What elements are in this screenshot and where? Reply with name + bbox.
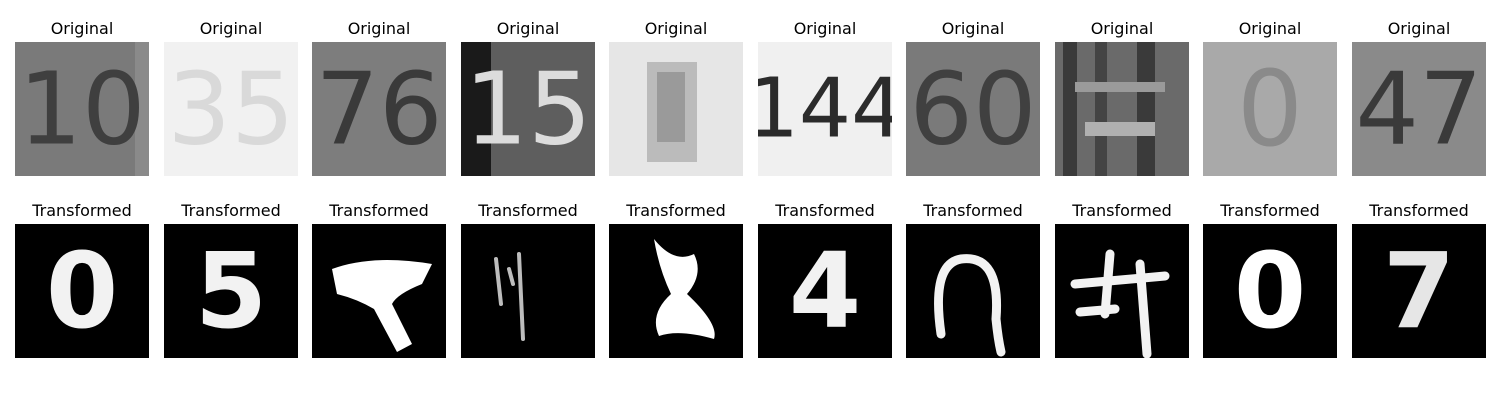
transformed-image: 5 [164, 224, 298, 358]
transformed-image: 0 [1203, 224, 1337, 358]
transformed-image [906, 224, 1040, 358]
transformed-image [1055, 224, 1189, 358]
transformed-title: Transformed [775, 201, 875, 220]
digit-glyph: 5 [195, 230, 267, 352]
digit-glyph: 35 [167, 51, 294, 168]
digit-image: 5 [164, 224, 298, 358]
digit-glyph: 0 [46, 230, 118, 352]
digit-image [609, 42, 743, 176]
original-image: 76 [312, 42, 446, 176]
digit-image [1055, 224, 1189, 358]
original-image [609, 42, 743, 176]
digit-image: 10 [15, 42, 149, 176]
original-title: Original [496, 19, 560, 38]
digit-glyph: 60 [909, 51, 1036, 168]
digit-image: 35 [164, 42, 298, 176]
digit-image: 15 [461, 42, 595, 176]
digit-glyph: 0 [1234, 230, 1306, 352]
original-image: 144 [758, 42, 892, 176]
digit-image: 4 [758, 224, 892, 358]
transformed-image: 0 [15, 224, 149, 358]
digit-glyph: 4 [789, 230, 861, 352]
original-image: 10 [15, 42, 149, 176]
digit-image [461, 224, 595, 358]
digit-image [312, 224, 446, 358]
transformed-image: 4 [758, 224, 892, 358]
digit-image [1055, 42, 1189, 176]
original-title: Original [793, 19, 857, 38]
original-title: Original [941, 19, 1005, 38]
original-title: Original [1090, 19, 1154, 38]
digit-glyph: 7 [1383, 230, 1455, 352]
digit-glyph: 76 [315, 51, 442, 168]
transformed-image [609, 224, 743, 358]
digit-image: 76 [312, 42, 446, 176]
transformed-title: Transformed [478, 201, 578, 220]
transformed-title: Transformed [1220, 201, 1320, 220]
digit-glyph: 15 [464, 51, 591, 168]
digit-image: 47 [1352, 42, 1486, 176]
digit-glyph: 10 [18, 51, 145, 168]
original-image: 15 [461, 42, 595, 176]
transformed-title: Transformed [1072, 201, 1172, 220]
transformed-image [461, 224, 595, 358]
transformed-title: Transformed [32, 201, 132, 220]
transformed-title: Transformed [923, 201, 1023, 220]
original-title: Original [199, 19, 263, 38]
digit-glyph: 144 [758, 62, 892, 157]
original-image: 0 [1203, 42, 1337, 176]
transformed-image: 7 [1352, 224, 1486, 358]
digit-glyph: 47 [1355, 51, 1482, 168]
digit-image: 0 [1203, 42, 1337, 176]
original-image: 60 [906, 42, 1040, 176]
original-image [1055, 42, 1189, 176]
original-title: Original [347, 19, 411, 38]
original-title: Original [1238, 19, 1302, 38]
original-title: Original [50, 19, 114, 38]
digit-image: 60 [906, 42, 1040, 176]
digit-image [906, 224, 1040, 358]
digit-image: 7 [1352, 224, 1486, 358]
digit-image: 144 [758, 42, 892, 176]
transformed-title: Transformed [626, 201, 726, 220]
transformed-title: Transformed [181, 201, 281, 220]
digit-glyph: 0 [1237, 48, 1303, 170]
original-title: Original [1387, 19, 1451, 38]
transformed-title: Transformed [329, 201, 429, 220]
digit-image: 0 [1203, 224, 1337, 358]
digit-image: 0 [15, 224, 149, 358]
original-image: 35 [164, 42, 298, 176]
transformed-title: Transformed [1369, 201, 1469, 220]
digit-image [609, 224, 743, 358]
original-image: 47 [1352, 42, 1486, 176]
original-title: Original [644, 19, 708, 38]
transformed-image [312, 224, 446, 358]
